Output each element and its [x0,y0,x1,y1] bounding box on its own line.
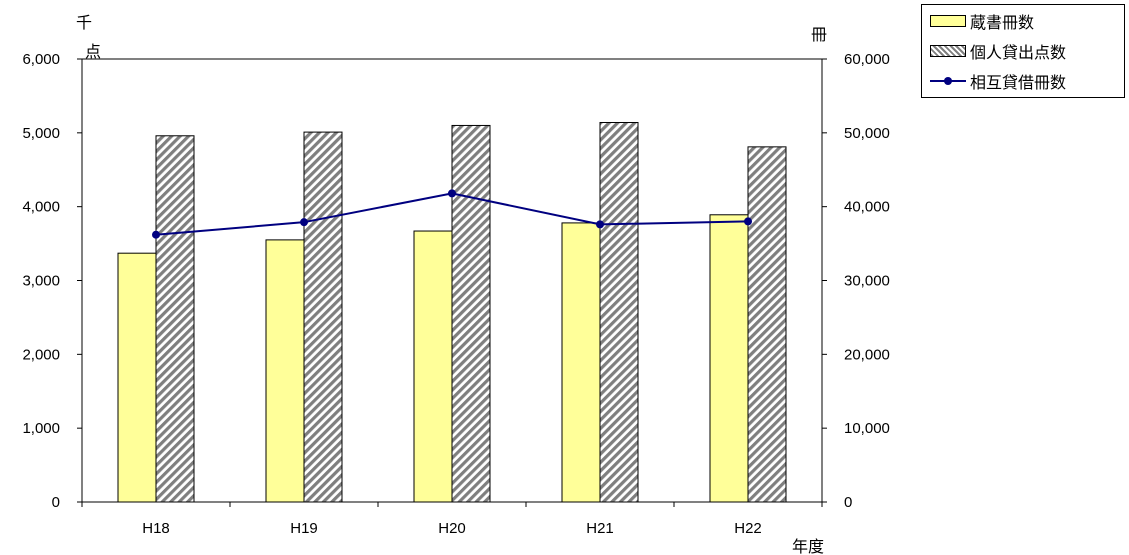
x-tick-label: H18 [142,520,170,537]
left-axis-unit-2: 点 [85,42,101,61]
point-相互貸借冊数-H22 [744,217,752,226]
legend-item-個人貸出点数: 個人貸出点数 [930,39,1066,63]
legend-label: 個人貸出点数 [970,43,1067,62]
bar-蔵書冊数-H21 [561,222,601,503]
left-tick-label: 1,000 [22,420,60,437]
left-tick-label: 5,000 [22,125,60,142]
point-相互貸借冊数-H19 [300,218,308,227]
left-tick-label: 0 [52,494,60,511]
right-axis-unit: 冊 [811,25,827,44]
legend-swatch-line-icon [930,77,966,85]
left-tick-label: 6,000 [22,51,60,68]
left-axis-unit: 千 [76,13,92,32]
x-axis-label: 年度 [792,537,824,555]
right-tick-label: 40,000 [844,199,890,216]
bar-蔵書冊数-H18 [117,252,157,503]
legend-item-相互貸借冊数: 相互貸借冊数 [930,69,1066,93]
legend-swatch-bar-icon [930,15,966,27]
bar-個人貸出点数-H19 [303,131,343,503]
bar-個人貸出点数-H22 [747,146,787,503]
legend-swatch-hatch-icon [930,45,966,57]
left-tick-label: 2,000 [22,346,60,363]
bar-個人貸出点数-H21 [599,121,639,503]
bar-蔵書冊数-H19 [265,239,305,503]
left-tick-label: 3,000 [22,273,60,290]
right-tick-label: 60,000 [844,51,890,68]
x-tick-label: H19 [290,520,318,537]
bar-個人貸出点数-H20 [451,124,491,503]
right-tick-label: 50,000 [844,125,890,142]
legend: 蔵書冊数 個人貸出点数 相互貸借冊数 [921,4,1125,98]
point-相互貸借冊数-H18 [152,230,160,239]
left-tick-label: 4,000 [22,199,60,216]
right-tick-label: 10,000 [844,420,890,437]
bar-個人貸出点数-H18 [155,135,195,503]
x-tick-label: H20 [438,520,466,537]
bar-蔵書冊数-H20 [413,230,453,503]
point-相互貸借冊数-H21 [596,220,604,229]
legend-item-蔵書冊数: 蔵書冊数 [930,9,1034,33]
legend-label: 相互貸借冊数 [970,73,1067,92]
right-tick-label: 0 [844,494,852,511]
bar-蔵書冊数-H22 [709,214,749,503]
x-tick-label: H22 [734,520,762,537]
legend-label: 蔵書冊数 [970,13,1035,32]
x-tick-label: H21 [586,520,614,537]
right-tick-label: 30,000 [844,273,890,290]
point-相互貸借冊数-H20 [448,189,456,198]
right-tick-label: 20,000 [844,346,890,363]
